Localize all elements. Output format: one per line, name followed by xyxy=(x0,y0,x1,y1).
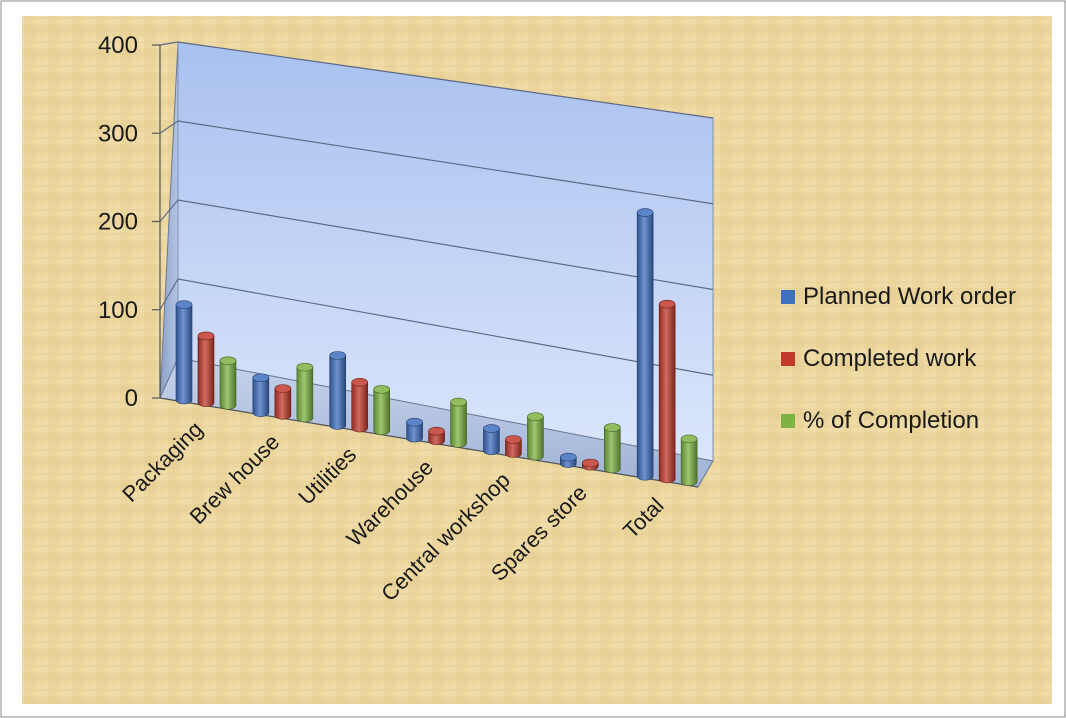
bar-completed-work-packaging xyxy=(197,331,215,407)
tick-labels: 0 100 200 300 400 xyxy=(98,32,160,412)
legend-swatch xyxy=(781,290,795,304)
y-tick-label: 200 xyxy=(98,209,138,236)
bar-top xyxy=(527,412,544,422)
bar--of-completion-packaging xyxy=(219,356,237,410)
y-tick-label: 300 xyxy=(98,120,138,147)
bar-top xyxy=(581,458,599,468)
bar-planned-work-order-spares-store xyxy=(559,452,577,468)
bar-body xyxy=(406,421,423,443)
gridline-100 xyxy=(159,278,714,376)
bar-top xyxy=(658,299,676,309)
bar-top xyxy=(428,426,445,436)
bar-planned-work-order-brew-house xyxy=(252,373,270,417)
gridlines xyxy=(159,41,714,376)
bar-top xyxy=(296,362,314,372)
bar--of-completion-total xyxy=(680,434,698,486)
legend: Planned Work order Completed work % of Com… xyxy=(781,283,1016,434)
y-tick-label: 400 xyxy=(98,32,138,59)
bar-top xyxy=(175,300,193,309)
legend-label: Completed work xyxy=(803,345,977,372)
bar-body xyxy=(274,388,292,420)
bar-body xyxy=(505,439,522,458)
legend-swatch xyxy=(781,414,795,428)
bar-top xyxy=(505,435,522,444)
bar-body xyxy=(527,416,544,461)
bar-top xyxy=(603,423,621,432)
bar-body xyxy=(373,389,391,435)
bar-top xyxy=(406,417,423,427)
bar-completed-work-total xyxy=(658,299,676,484)
bar-body xyxy=(351,381,369,433)
bar-planned-work-order-packaging xyxy=(175,300,193,405)
bar--of-completion-utilities xyxy=(373,385,391,435)
bar-planned-work-order-total xyxy=(636,208,654,481)
bar-body xyxy=(329,355,347,430)
bar-top xyxy=(219,356,237,366)
legend-label: Planned Work order xyxy=(803,283,1016,310)
bar-top xyxy=(636,208,654,217)
bar-top xyxy=(197,331,215,341)
y-tick-label: 0 xyxy=(125,385,138,412)
bar-planned-work-order-warehouse xyxy=(406,417,423,443)
bar--of-completion-brew-house xyxy=(296,362,314,423)
bar-top xyxy=(680,434,698,444)
bar-body xyxy=(219,360,237,410)
bar-body xyxy=(603,427,621,474)
bar-planned-work-order-utilities xyxy=(329,351,347,430)
bar-top xyxy=(559,452,577,462)
bar-body xyxy=(636,212,654,481)
gridline-200 xyxy=(159,199,714,291)
bar-planned-work-order-central-workshop xyxy=(483,424,500,456)
bar-completed-work-utilities xyxy=(351,377,369,433)
bar-body xyxy=(296,366,314,423)
bar-top xyxy=(274,384,292,393)
bar-completed-work-brew-house xyxy=(274,384,292,420)
bar-top xyxy=(252,373,270,383)
bar--of-completion-warehouse xyxy=(450,397,467,448)
bar-top xyxy=(450,397,467,407)
gridline-300 xyxy=(159,120,714,205)
bar-completed-work-central-workshop xyxy=(505,435,522,458)
bar-top xyxy=(373,385,391,394)
bar-body xyxy=(252,377,270,417)
legend-swatch xyxy=(781,352,795,366)
bars xyxy=(175,208,698,486)
bar-body xyxy=(450,401,467,448)
bar-body xyxy=(483,428,500,456)
bar-body xyxy=(680,438,698,486)
bar--of-completion-central-workshop xyxy=(527,412,544,461)
bar-top xyxy=(483,424,500,433)
bar-completed-work-spares-store xyxy=(581,458,599,471)
y-tick-label: 100 xyxy=(98,297,138,324)
bar-top xyxy=(351,377,369,387)
bar-top xyxy=(329,351,347,360)
bar-body xyxy=(197,335,215,407)
gridline-400 xyxy=(159,41,714,119)
bar-completed-work-warehouse xyxy=(428,426,445,446)
bar-body xyxy=(658,303,676,484)
bar-body xyxy=(175,304,193,405)
legend-label: % of Completion xyxy=(803,407,979,434)
bar--of-completion-spares-store xyxy=(603,423,621,474)
